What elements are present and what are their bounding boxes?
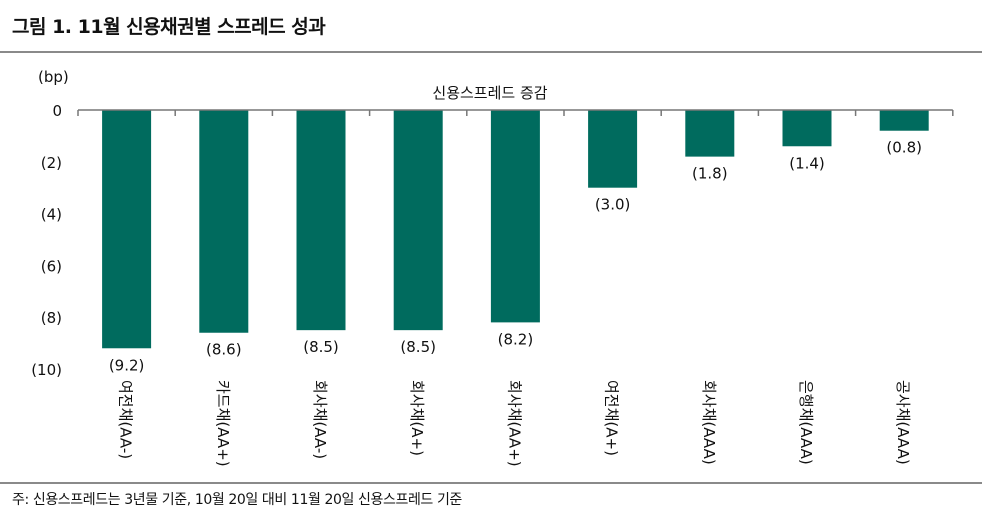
y-tick-label: (4) [41, 206, 62, 224]
bar [782, 110, 832, 147]
category-label: 공사채(AAA) [894, 380, 912, 465]
y-tick-label: (8) [41, 309, 62, 327]
data-label: (0.8) [886, 139, 922, 157]
bar [685, 110, 735, 157]
y-tick-label: (10) [31, 361, 62, 379]
bar [393, 110, 443, 331]
category-label: 여전채(A+) [603, 380, 621, 456]
y-tick-label: 0 [52, 102, 62, 120]
bar-chart: (bp) 신용스프레드 증감 0 (2) (4) (6) (8) (10) (9.2) 여전채… [31, 68, 954, 467]
data-label: (1.8) [692, 165, 728, 183]
bar [588, 110, 638, 188]
category-label: 여전채(AA-) [117, 380, 135, 459]
bar [879, 110, 929, 131]
bar [490, 110, 540, 323]
footnote: 주: 신용스프레드는 3년물 기준, 10월 20일 대비 11월 20일 신용… [12, 492, 462, 508]
data-label: (8.6) [206, 341, 242, 359]
data-label: (8.5) [303, 338, 339, 356]
bar [102, 110, 152, 349]
data-label: (3.0) [595, 196, 631, 214]
data-label: (8.5) [400, 338, 436, 356]
title-divider [0, 51, 982, 53]
category-label: 카드채(AA+) [214, 380, 232, 467]
data-label: (1.4) [789, 154, 825, 172]
figure-title: 그림 1. 11월 신용채권별 스프레드 성과 [12, 16, 326, 38]
y-tick-label: (2) [41, 154, 62, 172]
y-axis-unit: (bp) [38, 68, 69, 86]
chart-title: 신용스프레드 증감 [432, 84, 547, 102]
footer-divider [0, 482, 982, 484]
y-tick-label: (6) [41, 257, 62, 275]
data-label: (8.2) [498, 330, 534, 348]
bar [199, 110, 249, 333]
category-label: 회사채(A+) [408, 380, 426, 456]
category-label: 회사채(AAA) [700, 380, 718, 465]
bar [296, 110, 346, 331]
category-label: 은행채(AAA) [797, 380, 815, 465]
data-label: (9.2) [109, 356, 145, 374]
category-label: 회사채(AA+) [505, 380, 523, 467]
category-label: 회사채(AA-) [311, 380, 329, 459]
